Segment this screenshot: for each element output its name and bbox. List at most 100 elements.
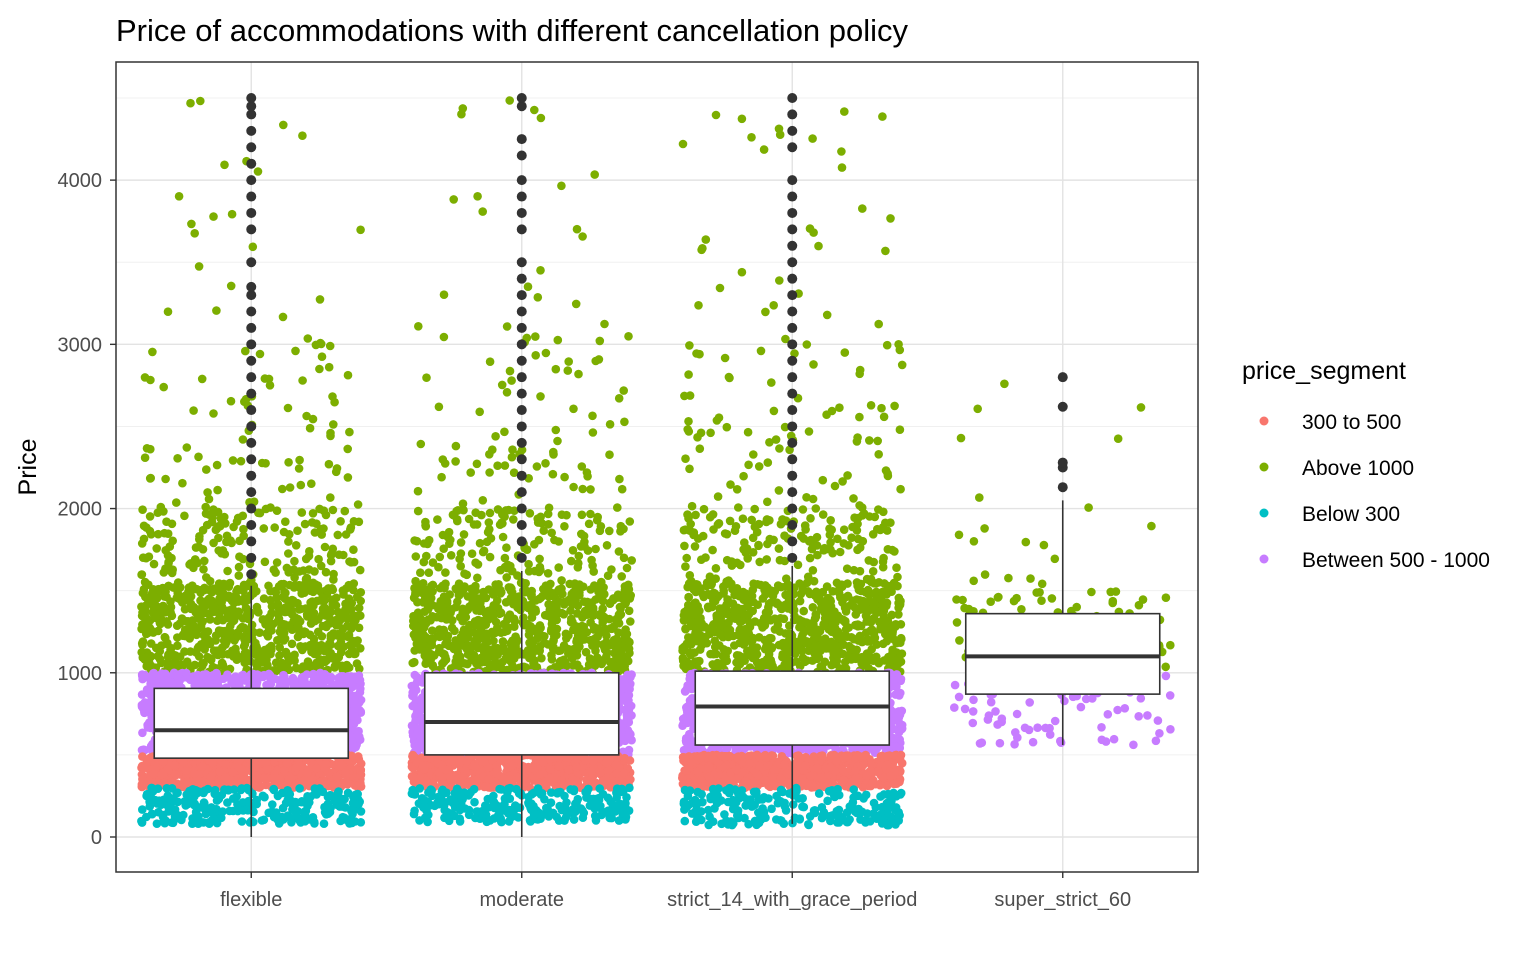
data-point (498, 381, 507, 390)
data-point (148, 784, 157, 793)
data-point (195, 262, 204, 271)
data-point (326, 677, 335, 686)
data-point (305, 798, 314, 807)
data-point (476, 629, 485, 638)
data-point (471, 508, 480, 517)
data-point (564, 357, 573, 366)
data-point (268, 774, 277, 783)
data-point (261, 558, 270, 567)
data-point (588, 641, 597, 650)
data-point (502, 598, 511, 607)
data-point (534, 293, 543, 302)
data-point (486, 607, 495, 616)
data-point (577, 530, 586, 539)
data-point (428, 626, 437, 635)
data-point (615, 547, 624, 556)
data-point (597, 522, 606, 531)
data-point (624, 586, 633, 595)
data-point (243, 608, 252, 617)
data-point (524, 282, 533, 291)
data-point (600, 320, 609, 329)
data-point (441, 459, 450, 468)
data-point (195, 652, 204, 661)
data-point (205, 819, 214, 828)
data-point (615, 610, 624, 619)
data-point (199, 565, 208, 574)
data-point (279, 804, 288, 813)
data-point (535, 595, 544, 604)
data-point (198, 660, 207, 669)
data-point (583, 468, 592, 477)
data-point (310, 567, 319, 576)
data-point (256, 350, 265, 359)
data-point (626, 517, 635, 526)
data-point (285, 530, 294, 539)
data-point (203, 488, 212, 497)
data-point (333, 773, 342, 782)
data-point (251, 639, 260, 648)
data-point (206, 577, 215, 586)
data-point (199, 526, 208, 535)
data-point (161, 475, 170, 484)
data-point (222, 638, 231, 647)
data-point (626, 617, 635, 626)
data-point (252, 679, 261, 688)
data-point (333, 464, 342, 473)
data-point (287, 818, 296, 827)
data-point (211, 786, 220, 795)
data-point (295, 464, 304, 473)
data-point (227, 397, 236, 406)
data-point (138, 775, 147, 784)
data-point (200, 586, 209, 595)
data-point (160, 529, 169, 538)
data-point (283, 759, 292, 768)
data-point (318, 632, 327, 641)
data-point (480, 547, 489, 556)
data-point (436, 584, 445, 593)
data-point (617, 649, 626, 658)
data-point (220, 606, 229, 615)
data-point (161, 633, 170, 642)
data-point (215, 795, 224, 804)
data-point (309, 588, 318, 597)
data-point (275, 775, 284, 784)
data-point (264, 582, 273, 591)
data-point (318, 352, 327, 361)
data-point (329, 545, 338, 554)
data-point (356, 226, 365, 235)
data-point (320, 819, 329, 828)
data-point (345, 663, 354, 672)
data-point (348, 819, 357, 828)
data-point (533, 462, 542, 471)
data-point (157, 503, 166, 512)
data-point (278, 485, 287, 494)
data-point (578, 511, 587, 520)
data-point (271, 674, 280, 683)
data-point (619, 386, 628, 395)
data-point (304, 334, 313, 343)
data-point (569, 546, 578, 555)
data-point (329, 575, 338, 584)
data-point (321, 658, 330, 667)
data-point (502, 543, 511, 552)
data-point (465, 621, 474, 630)
data-point (337, 638, 346, 647)
data-point (524, 560, 533, 569)
data-point (144, 705, 153, 714)
data-point (177, 816, 186, 825)
data-point (560, 522, 569, 531)
data-point (593, 513, 602, 522)
data-point (175, 192, 184, 201)
data-point (320, 596, 329, 605)
data-point (180, 630, 189, 639)
data-point (460, 530, 469, 539)
data-point (306, 598, 315, 607)
data-point (588, 561, 597, 570)
data-point (298, 376, 307, 385)
data-point (138, 505, 147, 514)
data-point (324, 584, 333, 593)
data-point (295, 567, 304, 576)
data-point (209, 606, 218, 615)
data-point (356, 685, 365, 694)
data-point (302, 555, 311, 564)
